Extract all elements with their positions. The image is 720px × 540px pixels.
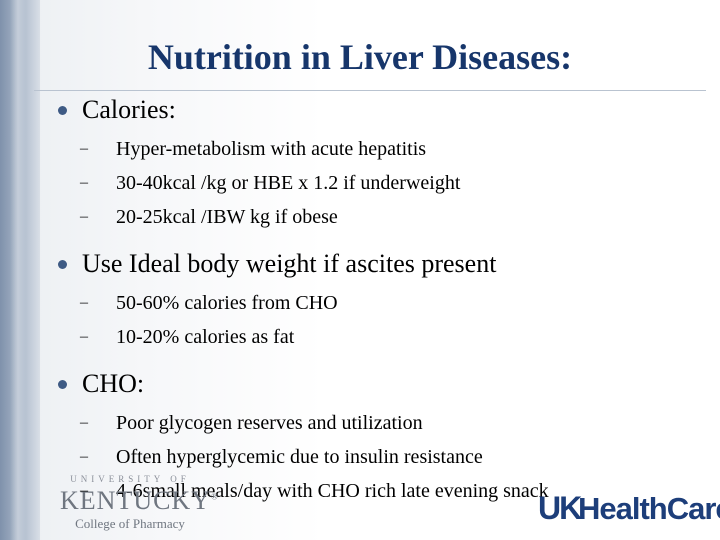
bullet-ideal-body-weight: Use Ideal body weight if ascites present: [58, 248, 690, 280]
logo-registered-mark: ®: [211, 491, 219, 502]
sub-list-calories: Hyper-metabolism with acute hepatitis 30…: [58, 132, 690, 234]
sub-list-ideal-body-weight: 50-60% calories from CHO 10-20% calories…: [58, 286, 690, 354]
slide-title: Nutrition in Liver Diseases:: [147, 37, 573, 77]
logo-university-of: UNIVERSITY OF: [70, 474, 190, 484]
sub-item: Poor glycogen reserves and utilization: [58, 406, 690, 440]
title-divider: [34, 90, 706, 91]
logo-healthcare-text: HealthCare: [578, 491, 720, 526]
sub-item: 10-20% calories as fat: [58, 320, 690, 354]
sub-list-cho: Poor glycogen reserves and utilization O…: [58, 406, 690, 508]
logo-uk-mark: UK: [538, 490, 582, 526]
bullet-calories: Calories:: [58, 94, 690, 126]
uk-healthcare-logo: UK HealthCare: [538, 490, 720, 534]
logo-kentucky: KENTUCKY®: [60, 486, 218, 516]
logo-kentucky-text: KENTUCKY: [60, 486, 211, 515]
uk-college-of-pharmacy-logo: UNIVERSITY OF KENTUCKY® College of Pharm…: [60, 474, 218, 534]
sub-item: 30-40kcal /kg or HBE x 1.2 if underweigh…: [58, 166, 690, 200]
sub-item: 20-25kcal /IBW kg if obese: [58, 200, 690, 234]
sub-item: Hyper-metabolism with acute hepatitis: [58, 132, 690, 166]
sub-item: 4-6small meals/day with CHO rich late ev…: [58, 474, 690, 508]
sub-item: Often hyperglycemic due to insulin resis…: [58, 440, 690, 474]
slide-content: Calories: Hyper-metabolism with acute he…: [58, 86, 690, 522]
logo-college-of-pharmacy: College of Pharmacy: [75, 516, 185, 531]
bullet-cho: CHO:: [58, 368, 690, 400]
side-band-decoration: [0, 0, 40, 540]
sub-item: 50-60% calories from CHO: [58, 286, 690, 320]
